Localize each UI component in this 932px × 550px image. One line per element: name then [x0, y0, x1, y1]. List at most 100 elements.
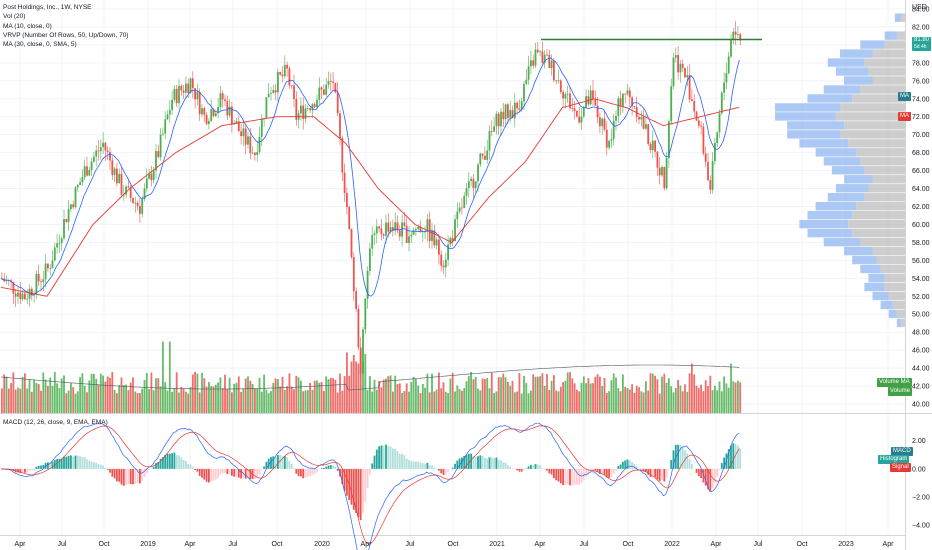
candle-body	[392, 227, 394, 231]
macd-histogram-bar	[470, 453, 472, 469]
candle-body	[541, 51, 544, 63]
volume-bar	[295, 375, 298, 413]
candle-body	[150, 173, 153, 181]
candle-body	[5, 280, 8, 282]
macd-histogram-bar	[723, 457, 725, 469]
macd-histogram-bar	[472, 455, 475, 469]
volume-bar	[534, 376, 537, 413]
macd-histogram-bar	[656, 468, 659, 480]
volume-bar	[403, 391, 406, 413]
candle-body	[366, 271, 369, 299]
macd-histogram-bar	[164, 455, 167, 469]
macd-histogram-bar	[122, 468, 125, 486]
candle-body	[426, 219, 429, 231]
volume-bar	[720, 391, 723, 413]
macd-histogram-bar	[707, 468, 709, 490]
volume-bar	[589, 383, 592, 413]
candle-body	[442, 265, 445, 268]
volume-bar	[162, 341, 164, 413]
macd-histogram-bar	[249, 468, 252, 480]
volume-bar	[53, 371, 56, 413]
volume-bar	[104, 381, 107, 413]
candle-body	[129, 187, 132, 198]
macd-histogram-bar	[180, 457, 183, 469]
candle-body	[214, 113, 217, 117]
volume-bar	[686, 391, 689, 413]
volume-bar	[697, 388, 700, 413]
volume-bar	[109, 377, 111, 413]
volume-bar	[541, 373, 544, 413]
volume-bar	[642, 392, 645, 413]
macd-histogram-bar	[260, 468, 263, 470]
volume-bar	[585, 383, 587, 413]
vrvp-up-bar	[807, 210, 853, 220]
candle-body	[254, 152, 256, 155]
macd-histogram-bar	[440, 468, 443, 474]
volume-bar	[185, 391, 187, 413]
volume-bar	[210, 385, 213, 413]
volume-bar	[346, 352, 348, 413]
volume-bar	[408, 391, 410, 413]
macd-histogram-bar	[387, 445, 390, 469]
volume-bars	[0, 341, 742, 413]
vrvp-down-bar	[896, 309, 905, 319]
macd-histogram-bar	[157, 461, 160, 469]
macd-histogram-bar	[651, 468, 654, 477]
volume-bar	[674, 387, 677, 413]
volume-bar	[484, 379, 486, 413]
candle-body	[467, 181, 470, 189]
macd-histogram-bar	[631, 462, 633, 469]
volume-bar	[373, 379, 376, 413]
volume-bar	[90, 373, 93, 413]
time-tick-label: Apr	[711, 541, 723, 548]
macd-histogram-bar	[578, 468, 581, 485]
volume-bar	[504, 377, 507, 413]
macd-histogram-bar	[697, 468, 700, 477]
volume-bar	[166, 390, 169, 413]
candle-body	[596, 105, 599, 118]
candle-body	[164, 119, 167, 134]
time-tick-label: Oct	[623, 541, 634, 548]
macd-histogram-bar	[585, 468, 587, 477]
macd-histogram-bar	[334, 466, 337, 469]
volume-bar	[83, 385, 86, 413]
volume-bar	[454, 391, 456, 413]
vrvp-up-bar	[844, 175, 873, 184]
candle-body	[346, 193, 348, 208]
macd-histogram-bar	[274, 456, 277, 469]
volume-bar	[385, 378, 387, 413]
candle-body	[622, 93, 624, 107]
volume-bar	[479, 390, 482, 413]
macd-histogram-bar	[603, 468, 606, 475]
volume-bar	[610, 380, 613, 413]
volume-bar	[145, 372, 148, 413]
macd-histogram-bar	[566, 468, 569, 485]
volume-bar	[88, 380, 91, 413]
volume-bar	[700, 384, 702, 413]
candle-body	[118, 173, 121, 184]
candle-body	[104, 142, 107, 151]
macd-histogram-bar	[263, 466, 265, 469]
candle-body	[640, 116, 643, 120]
candle-body	[35, 273, 38, 295]
macd-histogram-bar	[221, 468, 224, 474]
volume-bar	[670, 386, 673, 413]
candle-body	[704, 153, 707, 162]
volume-bar	[617, 388, 620, 413]
candle-body	[295, 99, 298, 120]
candle-body	[658, 167, 661, 176]
macd-histogram-bar	[136, 468, 139, 484]
volume-bar	[601, 385, 604, 413]
volume-bar	[352, 354, 355, 413]
macd-histogram-bar	[718, 468, 721, 471]
volume-bar	[272, 382, 275, 413]
volume-bar	[530, 390, 532, 413]
macd-histogram-bar	[688, 459, 691, 469]
macd-histogram-bar	[244, 468, 247, 479]
candle-body	[145, 178, 148, 189]
volume-bar	[139, 393, 141, 413]
candle-body	[318, 87, 321, 100]
price-tick-label: 84.00	[912, 6, 930, 13]
macd-histogram-bar	[132, 468, 134, 485]
